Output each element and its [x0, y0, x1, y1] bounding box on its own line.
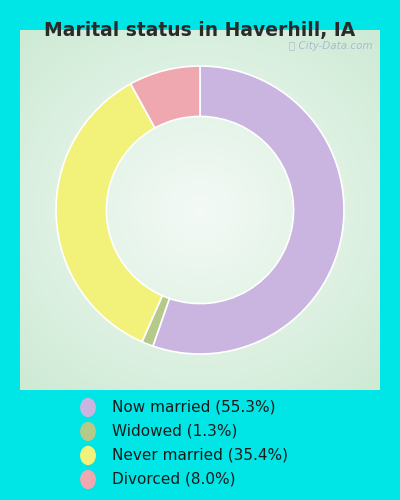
Wedge shape — [56, 84, 162, 342]
Text: Now married (55.3%): Now married (55.3%) — [112, 400, 276, 415]
Text: Marital status in Haverhill, IA: Marital status in Haverhill, IA — [44, 21, 356, 40]
Text: Widowed (1.3%): Widowed (1.3%) — [112, 424, 237, 439]
Wedge shape — [131, 66, 200, 128]
Wedge shape — [142, 296, 170, 346]
Text: Divorced (8.0%): Divorced (8.0%) — [112, 472, 236, 487]
Text: Never married (35.4%): Never married (35.4%) — [112, 448, 288, 463]
Wedge shape — [153, 66, 344, 354]
Text: ⓘ City-Data.com: ⓘ City-Data.com — [289, 41, 373, 51]
